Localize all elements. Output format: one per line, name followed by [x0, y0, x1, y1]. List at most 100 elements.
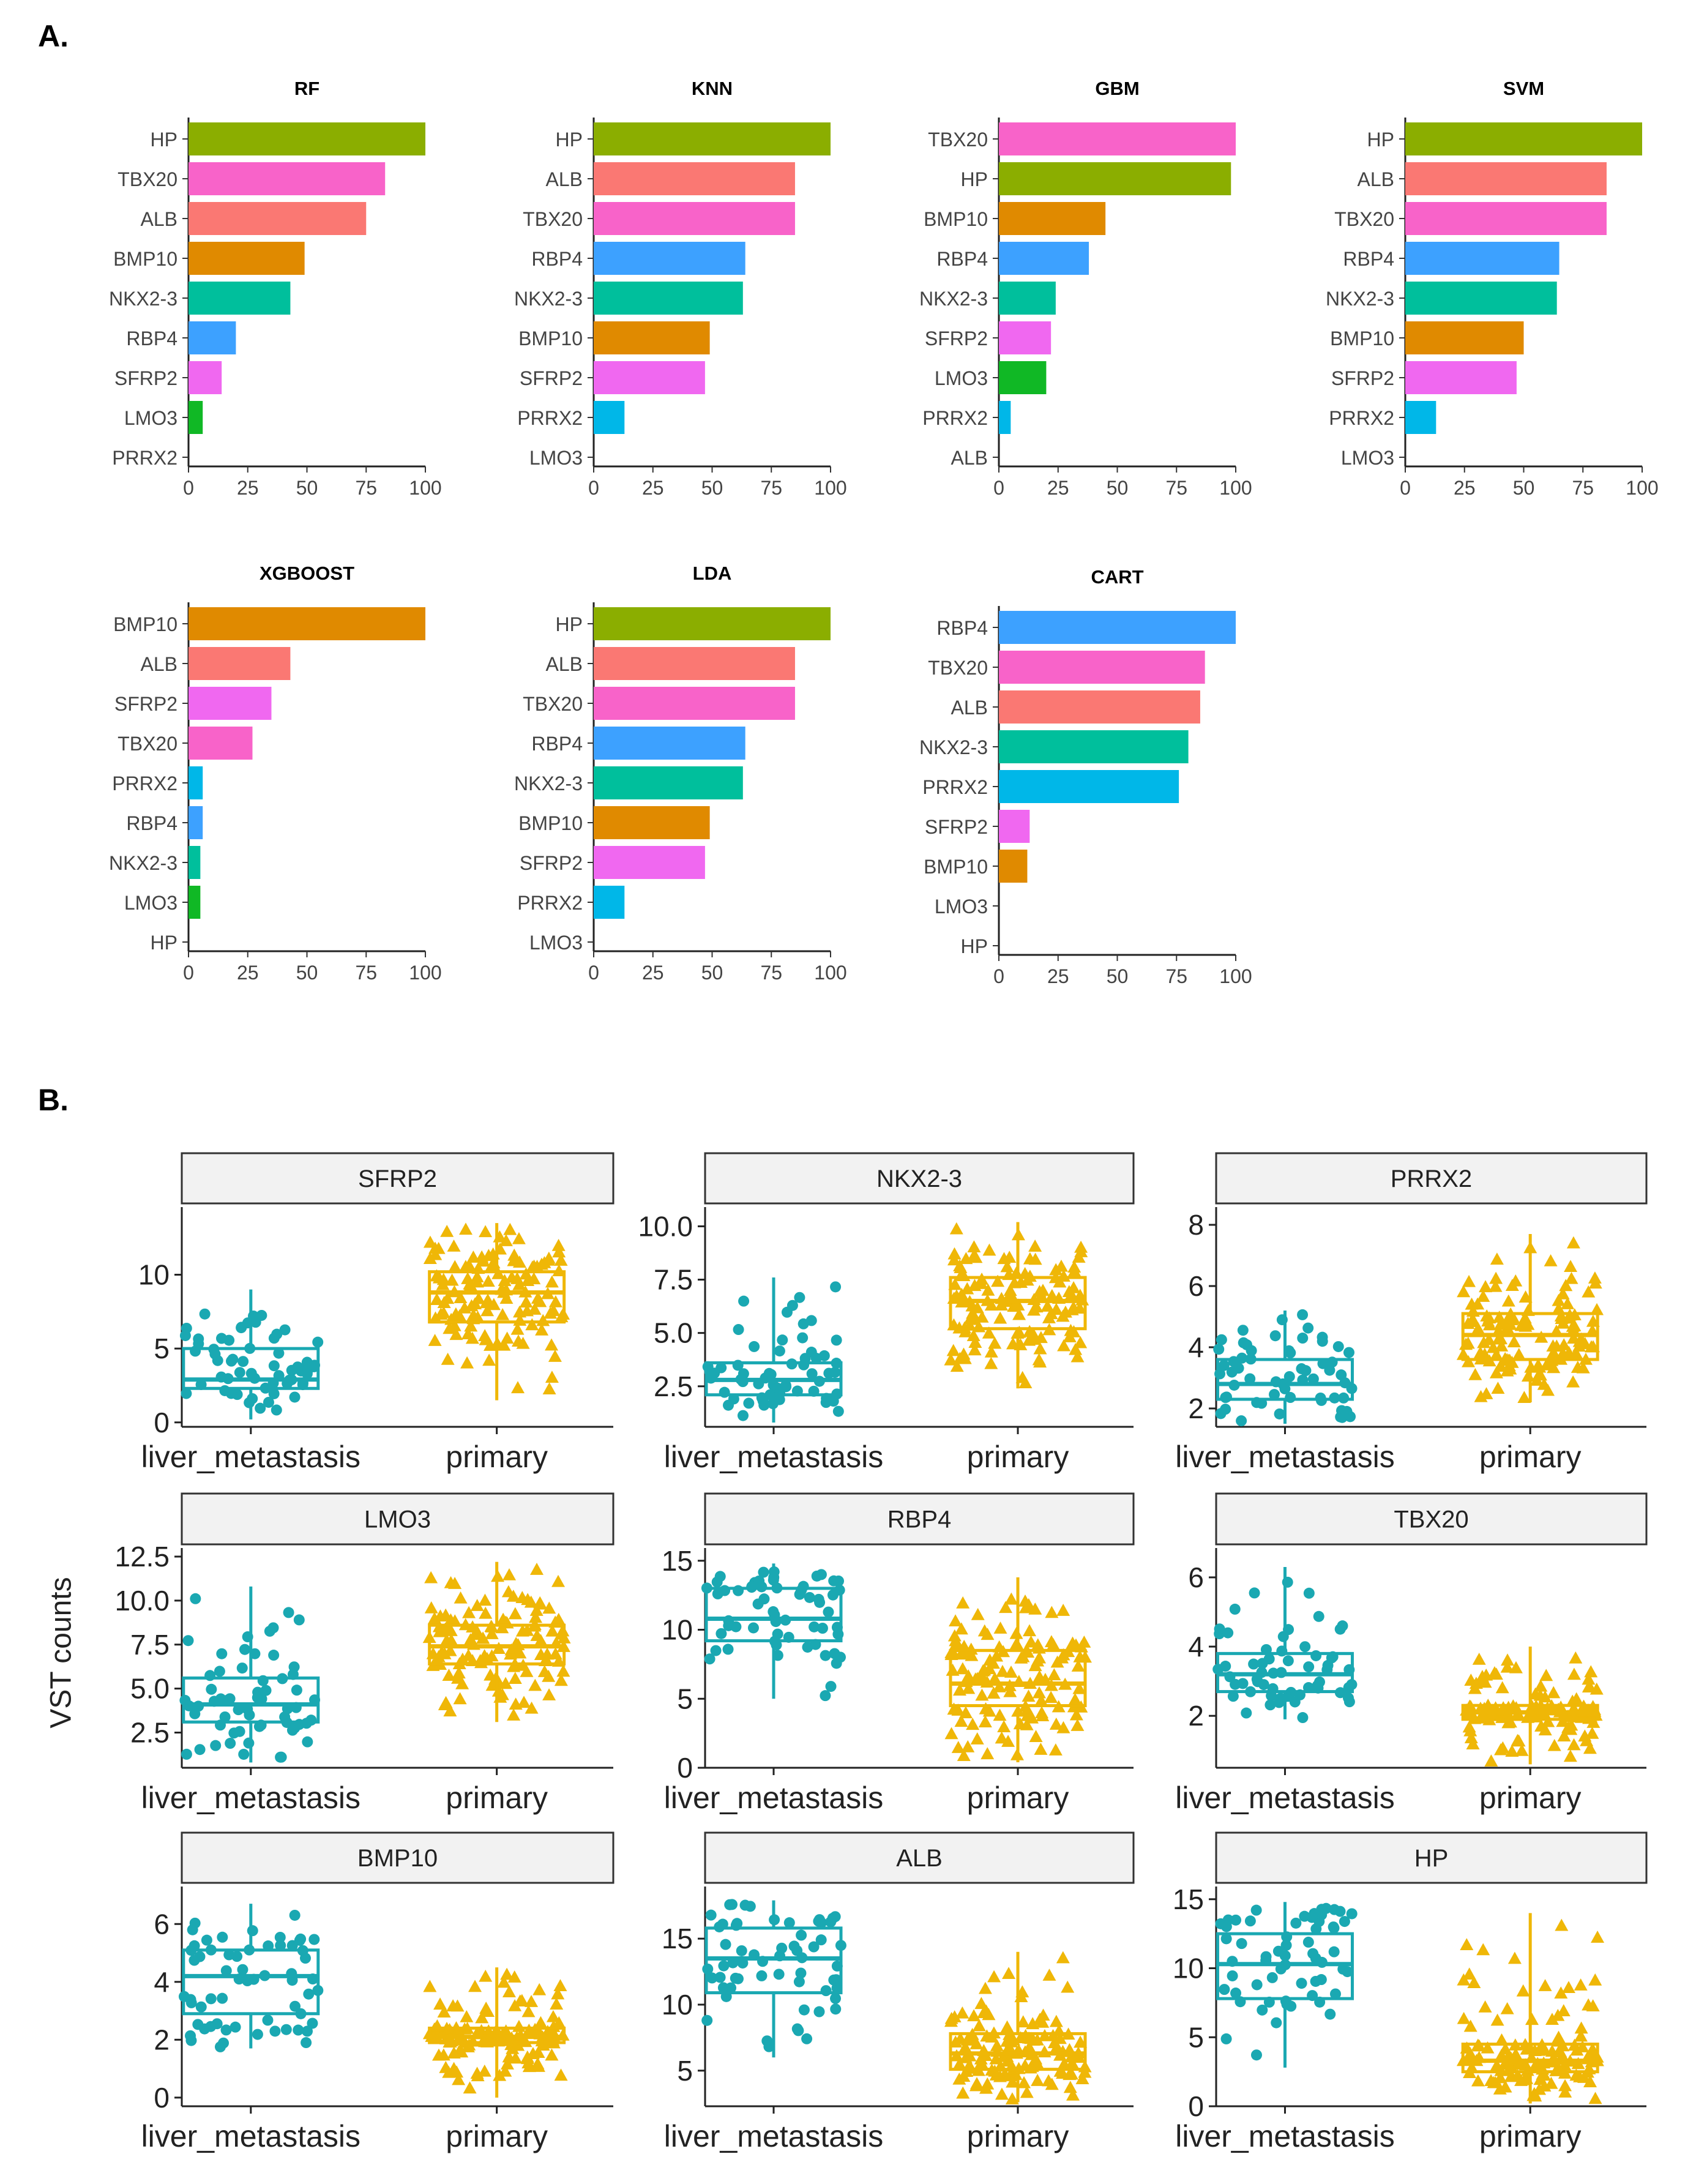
y-tick-label: 15	[662, 1545, 693, 1577]
data-point	[548, 1350, 562, 1362]
data-point	[507, 1248, 521, 1261]
data-point	[1490, 1252, 1504, 1265]
data-point	[1336, 1412, 1348, 1423]
facet-strip	[704, 1492, 1135, 1546]
data-point	[1518, 1311, 1532, 1324]
data-point	[545, 2048, 559, 2061]
y-tick-label: LMO3	[529, 447, 583, 469]
data-point	[830, 1992, 842, 2004]
data-point	[1238, 1337, 1249, 1348]
data-point	[1339, 1916, 1350, 1928]
y-tick-label: ALB	[546, 653, 583, 675]
x-tick-label: 50	[296, 962, 318, 984]
data-point	[1519, 1319, 1533, 1332]
x-tick-label: liver_metastasis	[1175, 1440, 1394, 1474]
data-point	[1484, 1754, 1498, 1767]
y-tick-label: 12.5	[114, 1541, 170, 1573]
data-point	[1022, 1689, 1036, 1702]
data-point	[1016, 2015, 1030, 2028]
y-tick-label: HP	[556, 613, 583, 635]
data-point	[996, 2049, 1011, 2062]
data-point	[1489, 1279, 1503, 1292]
data-point	[533, 1596, 547, 1609]
bar	[999, 611, 1236, 644]
bar	[594, 122, 831, 155]
data-point	[444, 1576, 458, 1588]
bar	[999, 730, 1189, 763]
data-point	[1257, 1658, 1268, 1669]
data-point	[1070, 1350, 1085, 1363]
data-point	[497, 1338, 511, 1351]
data-point	[1302, 1322, 1314, 1334]
data-point	[236, 1662, 248, 1674]
data-point	[462, 1606, 476, 1618]
y-tick-label: ALB	[951, 697, 988, 719]
data-point	[181, 1748, 192, 1760]
data-point	[206, 1683, 217, 1695]
facet-title: ALB	[896, 1845, 943, 1872]
bar	[594, 806, 710, 839]
data-point	[271, 1404, 282, 1416]
data-point	[1539, 1669, 1553, 1681]
panel-label-a: A.	[38, 19, 69, 53]
bar	[999, 361, 1047, 394]
facet-strip	[704, 1831, 1135, 1884]
data-point	[1003, 1251, 1017, 1263]
data-point	[550, 1997, 564, 2010]
y-tick-label: PRRX2	[517, 892, 583, 914]
data-point	[461, 1272, 475, 1284]
data-point	[499, 1292, 514, 1304]
facet-title: PRRX2	[1391, 1165, 1472, 1192]
data-point	[738, 1295, 750, 1307]
data-point	[833, 1575, 845, 1587]
y-tick-label: 10.0	[638, 1210, 693, 1242]
data-point	[1494, 1743, 1508, 1756]
data-point	[1034, 1743, 1048, 1755]
data-point	[946, 1344, 960, 1356]
data-point	[954, 1622, 968, 1635]
data-point	[1022, 2040, 1036, 2053]
data-point	[1227, 1691, 1239, 1702]
data-point	[442, 1669, 456, 1681]
data-point	[551, 1574, 566, 1587]
data-point	[449, 1328, 463, 1341]
data-point	[535, 1323, 549, 1336]
y-tick-label: 10	[138, 1259, 170, 1291]
data-point	[1462, 1355, 1476, 1367]
data-point	[1020, 2085, 1034, 2098]
data-point	[452, 1666, 466, 1679]
x-tick-label: 0	[993, 477, 1004, 499]
data-point	[952, 1683, 966, 1696]
data-point	[796, 1929, 807, 1941]
data-point	[1236, 1938, 1247, 1950]
bar	[1405, 321, 1524, 354]
data-point	[993, 1708, 1007, 1721]
data-point	[1061, 1980, 1075, 1993]
data-point	[1045, 1288, 1059, 1301]
data-point	[299, 1953, 311, 1964]
data-point	[1005, 2092, 1019, 2104]
data-point	[806, 1368, 818, 1380]
data-point	[1573, 2070, 1587, 2082]
data-point	[520, 2050, 534, 2063]
data-point	[510, 1322, 525, 1335]
data-point	[1476, 1943, 1490, 1956]
data-point	[1303, 1661, 1315, 1673]
data-point	[1056, 1309, 1070, 1322]
data-point	[1505, 1279, 1519, 1292]
data-point	[461, 1327, 475, 1340]
data-point	[1053, 2032, 1067, 2044]
bar	[189, 766, 203, 799]
bar	[999, 202, 1106, 235]
data-point	[801, 2033, 813, 2044]
data-point	[993, 1621, 1007, 1634]
y-tick-label: PRRX2	[112, 447, 177, 469]
facet-title: RBP4	[887, 1506, 952, 1533]
data-point	[966, 1718, 980, 1730]
data-point	[437, 2005, 451, 2018]
data-point	[1033, 1342, 1047, 1355]
data-point	[1465, 1297, 1479, 1310]
x-tick-label: 75	[760, 477, 782, 499]
x-tick-label: 25	[1047, 965, 1069, 987]
